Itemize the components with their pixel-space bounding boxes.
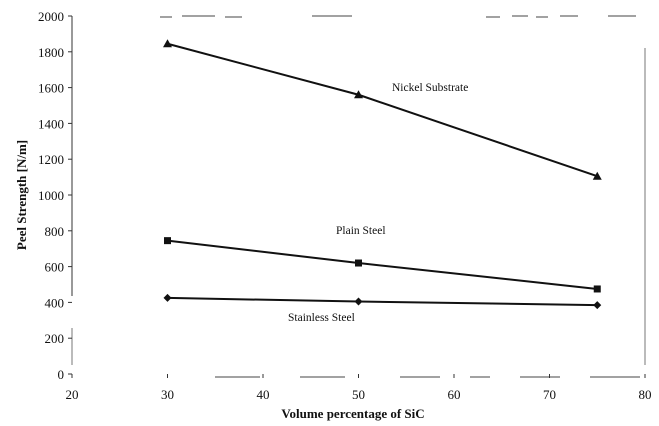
data-series xyxy=(163,39,602,310)
x-tick-label: 80 xyxy=(639,387,652,402)
series-plain-steel xyxy=(164,237,601,293)
x-tick-label: 50 xyxy=(352,387,365,402)
data-point xyxy=(354,297,363,306)
y-tick-label: 400 xyxy=(45,295,65,310)
series-label-stainless-steel: Stainless Steel xyxy=(288,312,355,324)
x-tick-label: 20 xyxy=(66,387,79,402)
data-point xyxy=(593,285,601,293)
y-tick-label: 0 xyxy=(58,367,65,382)
y-tick-label: 1600 xyxy=(38,81,64,96)
x-tick-label: 60 xyxy=(448,387,461,402)
x-tick-label: 40 xyxy=(257,387,270,402)
series-nickel-substrate xyxy=(163,39,602,180)
series-line xyxy=(167,42,598,178)
series-label-nickel-substrate: Nickel Substrate xyxy=(392,82,468,94)
frame-remnants xyxy=(71,48,646,365)
x-axis-title: Volume percentage of SiC xyxy=(281,406,424,421)
y-tick-label: 1400 xyxy=(38,116,64,131)
data-point xyxy=(163,39,172,48)
y-tick-label: 800 xyxy=(45,224,65,239)
y-tick-label: 600 xyxy=(45,260,65,275)
y-tick-label: 2000 xyxy=(38,9,64,24)
y-tick-label: 1800 xyxy=(38,45,64,60)
x-tick-label: 30 xyxy=(161,387,174,402)
data-point xyxy=(355,259,362,267)
y-tick-label: 200 xyxy=(45,331,65,346)
y-axis-ticks: 0 200 400 600 800 1000 1200 1400 1600 1800 2000 xyxy=(38,9,72,382)
y-axis-title: Peel Strength [N/m] xyxy=(14,140,29,250)
x-axis-ticks: 20 30 40 50 60 70 80 xyxy=(66,374,652,402)
data-point xyxy=(163,293,172,302)
y-tick-label: 1000 xyxy=(38,188,64,203)
series-line xyxy=(167,239,598,290)
data-point xyxy=(354,90,363,99)
series-stainless-steel xyxy=(163,293,602,310)
data-point xyxy=(593,301,602,310)
data-point xyxy=(164,237,171,245)
scan-speckles xyxy=(160,15,640,378)
x-tick-label: 70 xyxy=(543,387,556,402)
series-label-plain-steel: Plain Steel xyxy=(336,225,386,237)
y-tick-label: 1200 xyxy=(38,152,64,167)
data-point xyxy=(592,171,602,180)
series-line xyxy=(167,296,598,307)
